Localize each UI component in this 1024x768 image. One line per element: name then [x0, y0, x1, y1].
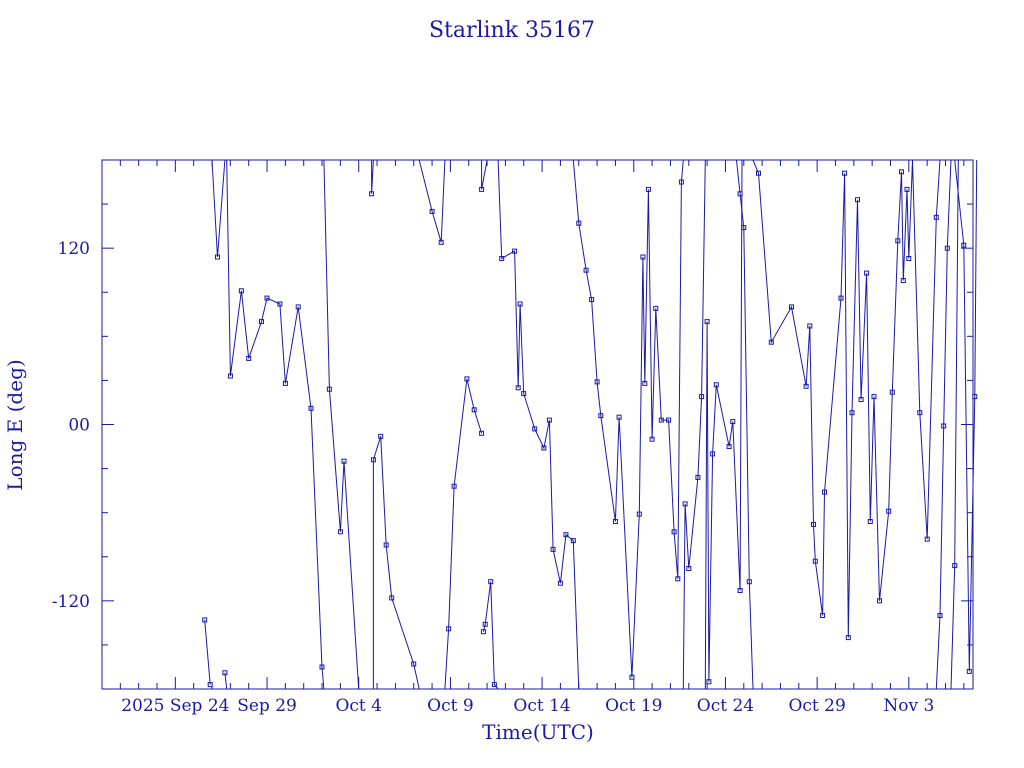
series-line-segment: [323, 159, 360, 690]
series-line-segment: [950, 159, 959, 690]
series-line-segment: [418, 159, 446, 243]
series-line-segment: [482, 581, 499, 690]
x-tick-label: Oct 24: [697, 696, 754, 716]
y-tick-label: -120: [52, 592, 90, 612]
series-line-segment: [497, 159, 580, 690]
x-tick-label: 2025 Sep 24: [121, 696, 229, 716]
series-line-segment: [572, 159, 684, 678]
x-tick-label: Oct 19: [605, 696, 662, 716]
series-line-segment: [444, 378, 483, 690]
x-tick-label: Oct 4: [335, 696, 382, 716]
series-line-segment: [481, 159, 488, 190]
x-tick-label: Sep 29: [237, 696, 297, 716]
series-line-segment: [372, 436, 420, 690]
series-line-segment: [211, 159, 226, 258]
y-tick-label: 120: [58, 239, 90, 259]
y-axis-label: Long E (deg): [3, 359, 27, 490]
series-line-segment: [954, 159, 978, 672]
series-line-segment: [704, 159, 743, 690]
y-tick-label: 00: [68, 416, 90, 436]
series-line-segment: [224, 672, 228, 690]
series-line-segment: [371, 159, 374, 194]
series-line-segment: [935, 159, 952, 690]
series-line-segment: [682, 159, 706, 690]
x-tick-label: Oct 9: [427, 696, 474, 716]
chart-title: Starlink 35167: [429, 18, 595, 43]
data-marks: [202, 159, 978, 690]
axis-ticks: 2025 Sep 24 Sep 29 Oct 4 Oct 9 Oct 14 Oct 19 O…: [52, 159, 973, 716]
series-line-segment: [912, 159, 941, 540]
series-line-segment: [736, 159, 754, 690]
x-axis-label: Time(UTC): [482, 720, 594, 744]
x-tick-label: Nov 3: [883, 696, 934, 716]
x-tick-label: Oct 29: [788, 696, 845, 716]
x-tick-label: Oct 14: [513, 696, 570, 716]
series-line-segment: [226, 159, 325, 690]
series-line-segment: [752, 159, 913, 638]
series-line-segment: [204, 619, 211, 685]
